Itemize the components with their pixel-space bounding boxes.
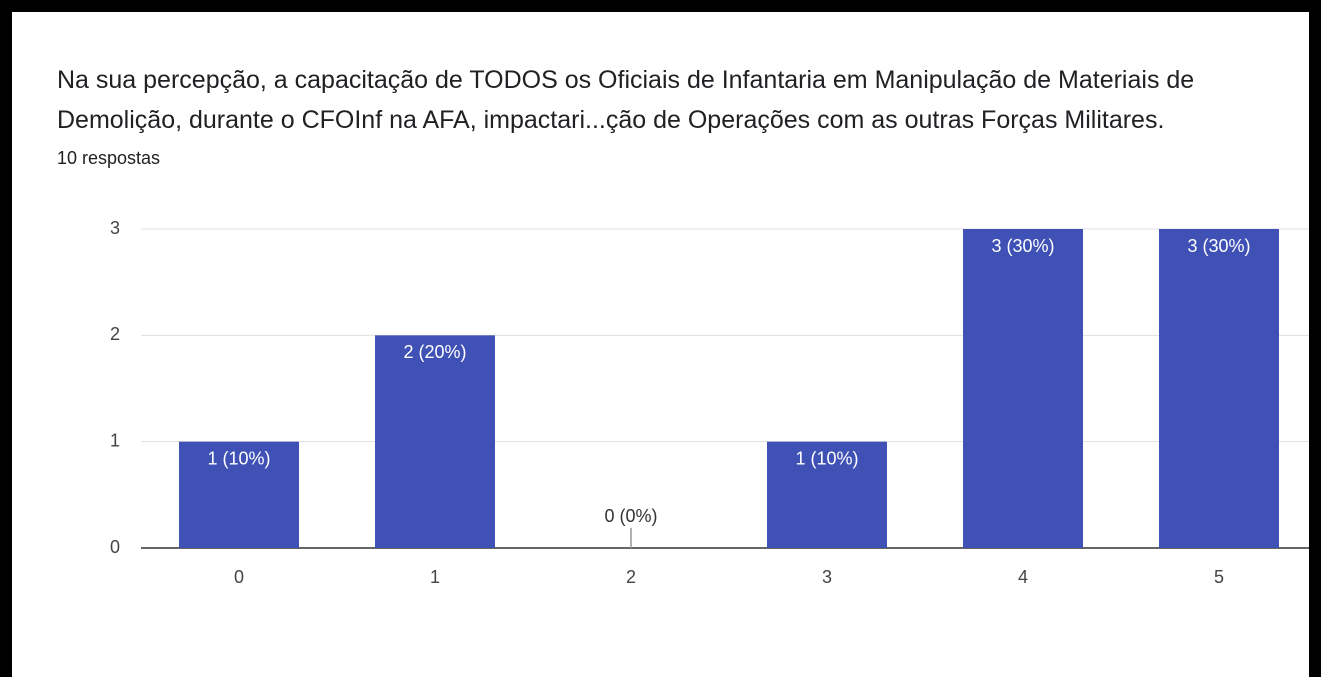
chart: 0 1 2 3 0 1 (10%) 1 2 (20%) 2 0 (0%) 3 1 (10%) 4 3 (3…: [110, 218, 1309, 587]
x-tick-label: 0: [234, 567, 244, 587]
data-label: 3 (30%): [991, 236, 1054, 256]
data-label: 3 (30%): [1187, 236, 1250, 256]
data-label: 1 (10%): [795, 448, 858, 468]
bar: [767, 441, 887, 548]
bar: [179, 441, 299, 548]
x-tick-label: 1: [430, 567, 440, 587]
data-label: 1 (10%): [207, 448, 270, 468]
card: Na sua percepção, a capacitação de TODOS…: [12, 12, 1309, 677]
x-tick-label: 2: [626, 567, 636, 587]
y-tick-label: 2: [110, 324, 120, 344]
bar: [963, 229, 1083, 548]
bar: [1159, 229, 1279, 548]
y-tick-label: 1: [110, 430, 120, 450]
chart-title: Na sua percepção, a capacitação de TODOS…: [57, 66, 1195, 134]
x-tick-label: 5: [1214, 567, 1224, 587]
chart-subtitle: 10 respostas: [57, 148, 161, 168]
x-tick-label: 3: [822, 567, 832, 587]
x-tick-label: 4: [1018, 567, 1028, 587]
y-tick-label: 3: [110, 218, 120, 238]
y-tick-label: 0: [110, 537, 120, 557]
data-label: 0 (0%): [604, 506, 657, 526]
data-label: 2 (20%): [403, 342, 466, 362]
bar: [375, 335, 495, 548]
